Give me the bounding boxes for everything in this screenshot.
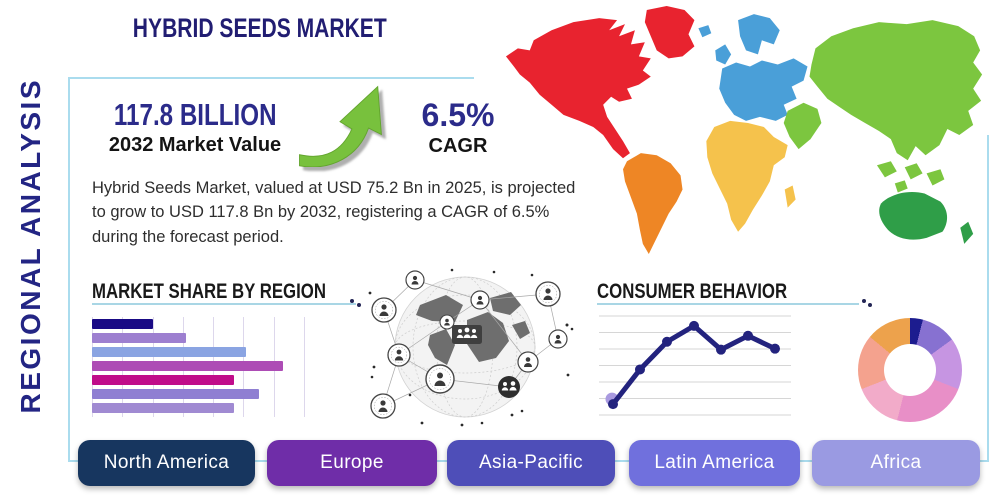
underline-dot — [357, 303, 361, 307]
bar-gridline — [304, 317, 305, 417]
globe-center-badge — [452, 325, 482, 344]
panel-border-top — [68, 77, 474, 79]
market-share-bar-chart — [92, 317, 305, 417]
bar-region-5 — [92, 375, 235, 385]
line-chart-svg — [599, 315, 791, 416]
map-region-africa — [706, 120, 796, 232]
world-map-svg — [505, 6, 983, 254]
panel-border-left — [68, 77, 70, 461]
line-chart-title: CONSUMER BEHAVIOR — [597, 280, 835, 304]
bar-region-4 — [92, 361, 283, 371]
consumer-behavior-line-chart — [597, 310, 793, 429]
market-value-caption: 2032 Market Value — [108, 134, 282, 156]
map-region-asia — [783, 20, 983, 193]
cagr-caption: CAGR — [428, 135, 488, 157]
bar-region-6 — [92, 389, 259, 399]
panel-border-right — [987, 135, 989, 462]
globe-network-illustration — [362, 264, 577, 439]
region-button-north-america[interactable]: North America — [78, 440, 255, 486]
region-button-latin-america[interactable]: Latin America — [629, 440, 800, 486]
network-nodes — [370, 270, 568, 419]
page-title: HYBRID SEEDS MARKET — [60, 13, 460, 44]
globe-network-svg — [368, 268, 574, 427]
map-region-south-america — [623, 153, 683, 254]
map-region-australia — [879, 191, 974, 244]
market-description: Hybrid Seeds Market, valued at USD 75.2 … — [92, 179, 576, 246]
map-region-north-america — [505, 6, 695, 159]
region-button-africa[interactable]: Africa — [812, 440, 980, 486]
bar-region-1 — [92, 319, 153, 329]
page-title-text: HYBRID SEEDS MARKET — [133, 13, 387, 43]
growth-arrow-icon — [294, 79, 386, 172]
line-chart-title-text: CONSUMER BEHAVIOR — [597, 280, 788, 303]
side-label-text: REGIONAL ANALYSIS — [15, 78, 46, 414]
globe-continents — [416, 292, 530, 365]
cagr-stat: 6.5% CAGR — [400, 97, 516, 158]
underline-dot — [868, 303, 872, 307]
bar-region-7 — [92, 403, 235, 413]
underline-dot — [350, 299, 354, 303]
bar-region-3 — [92, 347, 247, 357]
market-value-number: 117.8 BILLION — [113, 97, 277, 132]
donut-hole — [884, 344, 936, 396]
bar-chart-title-underline — [92, 303, 356, 305]
world-map — [500, 4, 996, 261]
region-donut-chart — [858, 318, 962, 422]
bar-region-2 — [92, 333, 186, 343]
bar-chart-title-text: MARKET SHARE BY REGION — [92, 280, 326, 303]
underline-dot — [862, 299, 866, 303]
market-value-stat: 117.8 BILLION 2032 Market Value — [86, 97, 304, 157]
map-region-europe — [698, 14, 808, 121]
region-button-asia-pacific[interactable]: Asia-Pacific — [447, 440, 615, 486]
side-label-regional-analysis: REGIONAL ANALYSIS — [2, 70, 60, 422]
line-chart-title-underline — [597, 303, 859, 305]
cagr-number: 6.5% — [421, 97, 495, 133]
network-dots — [368, 268, 574, 427]
growth-arrow-svg — [299, 85, 382, 168]
bar-chart-title: MARKET SHARE BY REGION — [92, 280, 384, 304]
region-button-europe[interactable]: Europe — [267, 440, 437, 486]
